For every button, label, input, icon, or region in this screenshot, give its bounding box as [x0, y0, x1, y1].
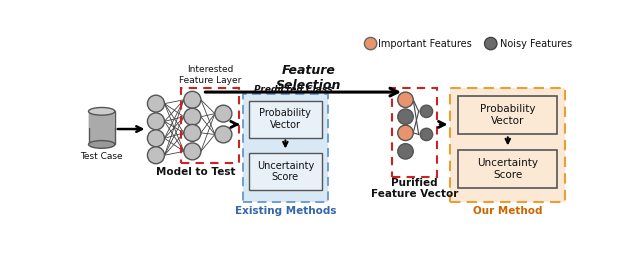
Circle shape [397, 92, 413, 107]
Text: Uncertainty
Score: Uncertainty Score [257, 161, 314, 182]
Text: Uncertainty
Score: Uncertainty Score [477, 158, 538, 180]
Text: Model to Test: Model to Test [157, 167, 236, 177]
Text: Probability
Vector: Probability Vector [259, 108, 311, 130]
Circle shape [147, 147, 164, 164]
Text: Our Method: Our Method [473, 207, 543, 216]
Bar [88, 111, 115, 145]
Bar [392, 88, 437, 177]
Text: Test Case: Test Case [81, 152, 123, 161]
Circle shape [420, 128, 433, 141]
Circle shape [215, 126, 232, 143]
Bar [458, 96, 557, 134]
Circle shape [147, 130, 164, 147]
Text: Feature
Selection: Feature Selection [276, 64, 341, 92]
Circle shape [397, 144, 413, 159]
Bar [180, 88, 239, 163]
Text: Purified
Feature Vector: Purified Feature Vector [371, 178, 458, 199]
Bar [451, 88, 565, 202]
Circle shape [397, 109, 413, 124]
Text: Interested
Feature Layer: Interested Feature Layer [179, 66, 241, 85]
Bar [88, 111, 115, 128]
Circle shape [147, 113, 164, 130]
Circle shape [364, 37, 377, 50]
Circle shape [484, 37, 497, 50]
Text: Noisy Features: Noisy Features [500, 39, 572, 49]
Circle shape [420, 105, 433, 118]
Bar [249, 101, 322, 137]
Ellipse shape [88, 107, 115, 115]
Circle shape [184, 108, 201, 125]
Text: Important Features: Important Features [378, 39, 472, 49]
Ellipse shape [88, 141, 115, 148]
Circle shape [147, 95, 164, 112]
Text: Predicted Class: Predicted Class [254, 85, 332, 94]
Bar [249, 153, 322, 190]
Circle shape [215, 105, 232, 122]
Circle shape [184, 91, 201, 108]
Bar [243, 94, 328, 202]
Bar [243, 94, 328, 202]
Circle shape [184, 143, 201, 160]
Text: Probability
Vector: Probability Vector [480, 104, 536, 126]
Circle shape [397, 125, 413, 141]
Bar [451, 88, 565, 202]
Text: Existing Methods: Existing Methods [235, 207, 336, 216]
Circle shape [184, 124, 201, 141]
Bar [458, 150, 557, 188]
